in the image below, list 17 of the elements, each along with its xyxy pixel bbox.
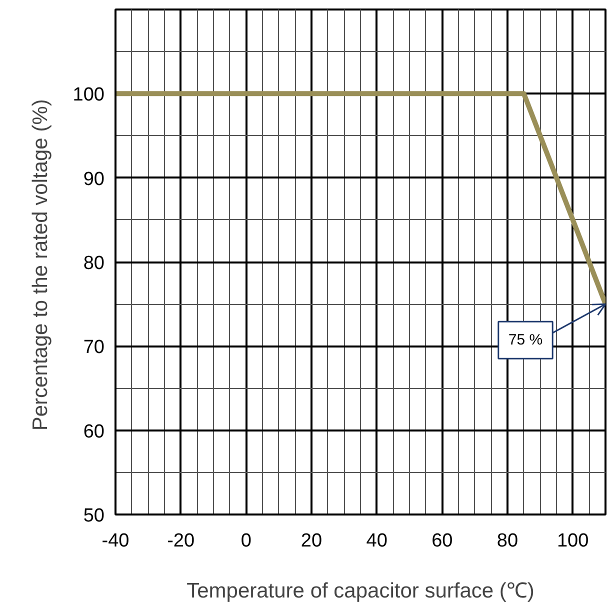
y-tick-label: 100 xyxy=(72,84,104,106)
y-tick-label: 60 xyxy=(83,421,105,442)
x-tick-label: -40 xyxy=(102,530,130,552)
y-tick-label: 90 xyxy=(83,168,105,190)
x-axis-title: Temperature of capacitor surface (℃) xyxy=(186,580,534,602)
annotation: 75 % xyxy=(508,332,543,349)
x-tick-label: 20 xyxy=(300,530,322,552)
x-tick-label: 40 xyxy=(366,530,388,552)
x-tick-label: 0 xyxy=(240,530,252,552)
y-axis-title: Percentage to the rated voltage (%) xyxy=(28,99,52,431)
x-tick-label: 100 xyxy=(556,530,589,552)
y-tick-label: 80 xyxy=(83,253,105,274)
x-tick-label: 60 xyxy=(432,530,453,552)
y-tick-label: 70 xyxy=(83,337,105,358)
x-tick-label: 80 xyxy=(496,530,518,552)
x-tick-label: -20 xyxy=(167,530,195,552)
y-tick-label: 50 xyxy=(83,506,105,526)
